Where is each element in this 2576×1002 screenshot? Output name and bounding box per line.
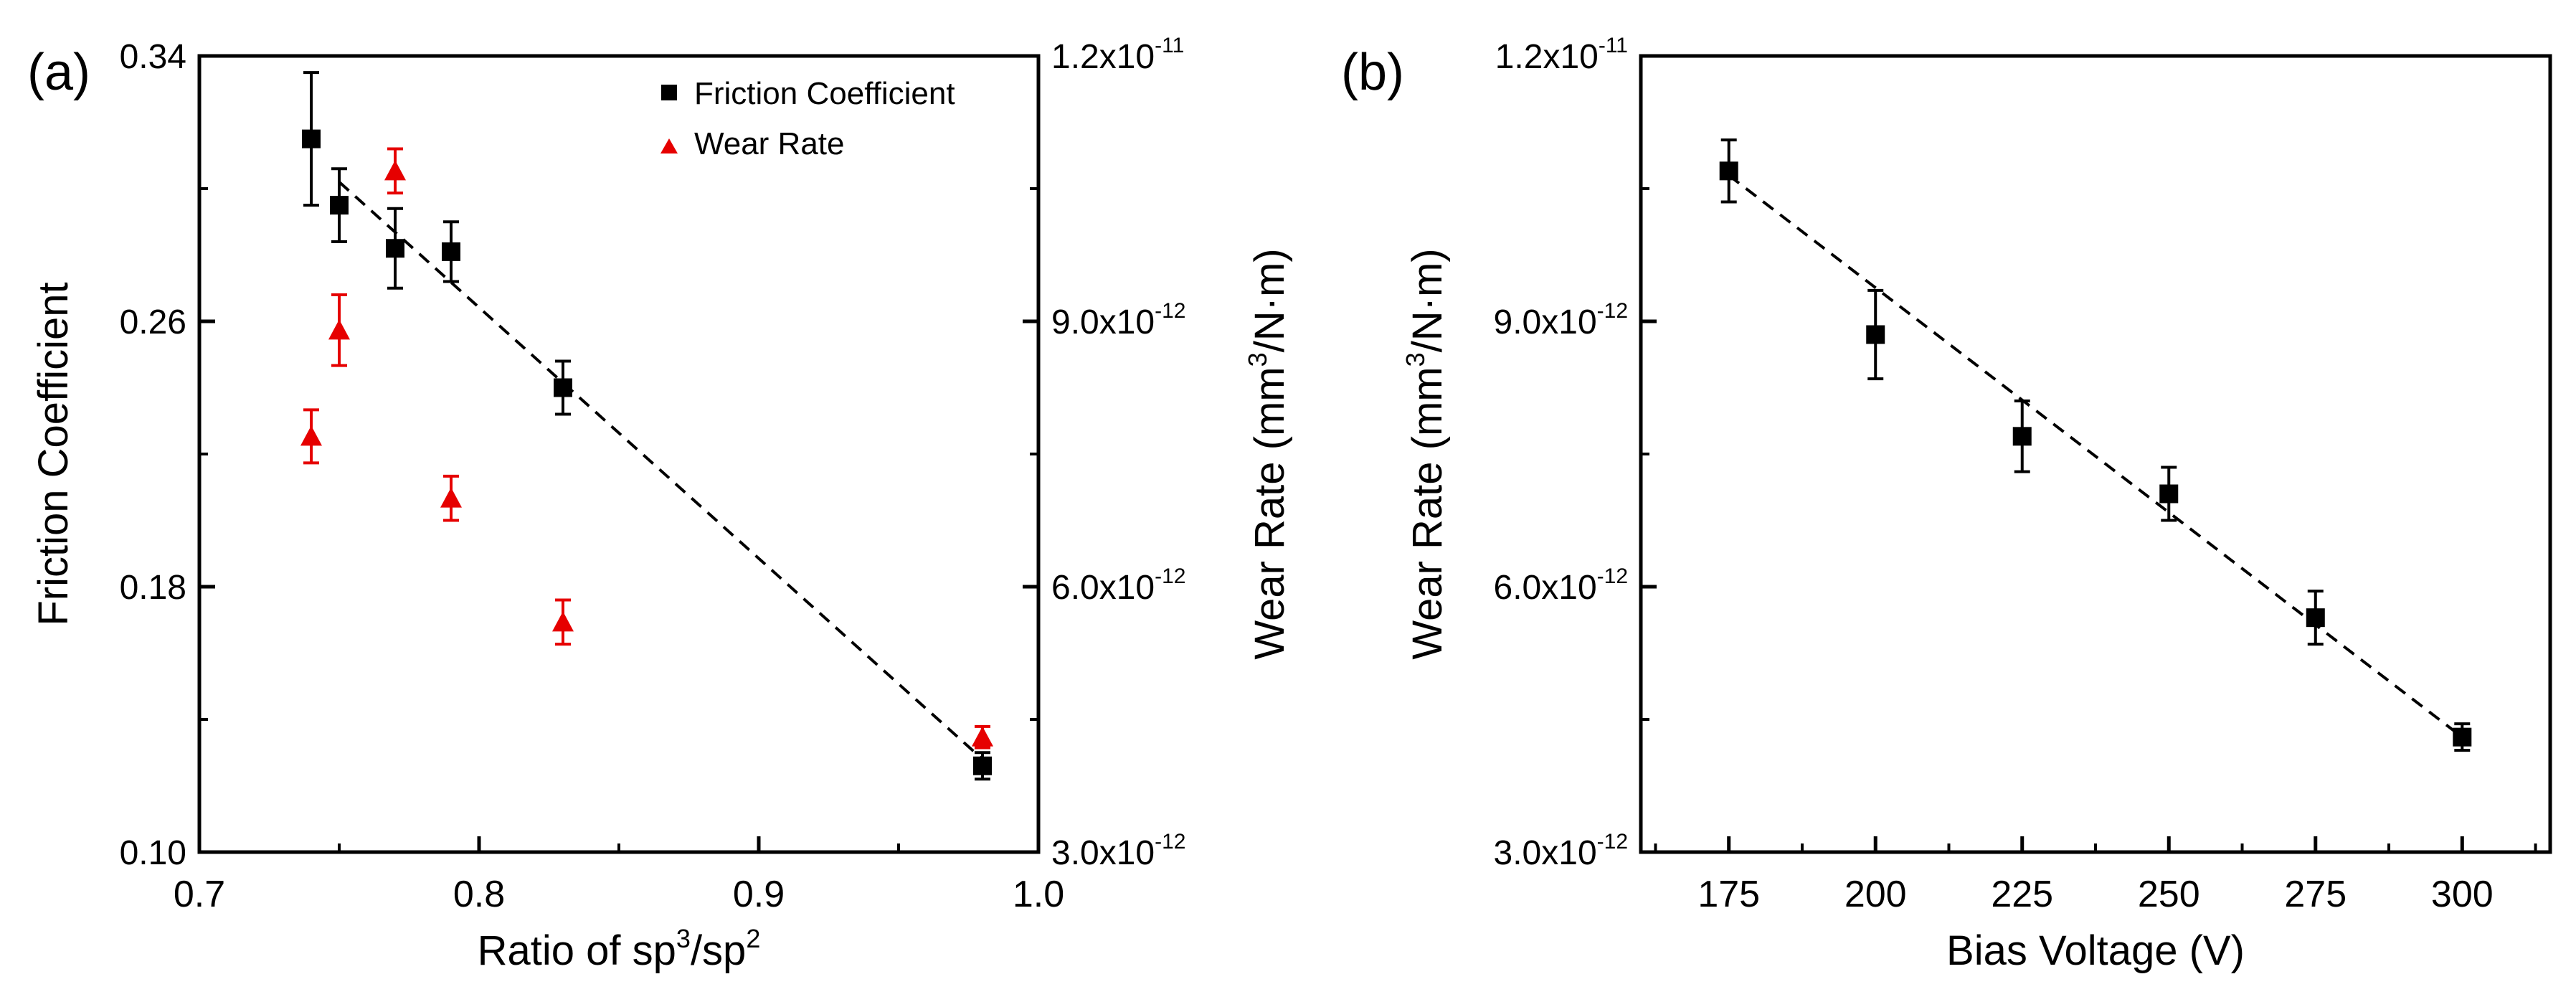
y-right-tick-label: 9.0x10-12 — [1051, 299, 1185, 341]
x-tick-label: 175 — [1697, 874, 1760, 915]
y-tick-label: 6.0x10-12 — [1494, 564, 1628, 607]
y-left-tick-label: 0.34 — [120, 38, 186, 76]
panel-a-left-y-axis-label: Friction Coefficient — [30, 282, 77, 625]
wear-point — [972, 726, 993, 747]
x-tick-label: 225 — [1991, 874, 2053, 915]
y-left-tick-label: 0.26 — [120, 303, 186, 341]
legend-square-marker — [661, 85, 677, 100]
y-right-tick-label: 1.2x10-11 — [1051, 34, 1184, 76]
x-tick-label: 300 — [2431, 874, 2494, 915]
y-left-tick-label: 0.10 — [120, 834, 186, 872]
panel-a-fit — [338, 181, 984, 760]
panel-b-ticks: 175 200 225 250 275 300 3.0x10-12 6.0x10-12 9.0x… — [1494, 34, 2537, 915]
y-tick-label: 3.0x10-12 — [1494, 830, 1628, 872]
panel-a-label: (a) — [27, 44, 90, 101]
panel-b-x-axis-label: Bias Voltage (V) — [1946, 927, 2245, 974]
y-right-tick-label: 3.0x10-12 — [1051, 830, 1185, 872]
wear-point — [2453, 727, 2472, 747]
panel-a-legend: Friction Coefficient Wear Rate — [660, 76, 955, 161]
panel-b-fit — [1728, 174, 2463, 739]
friction-point — [973, 756, 992, 775]
friction-point — [330, 196, 349, 215]
friction-point — [442, 242, 460, 261]
x-tick-label: 1.0 — [1013, 874, 1064, 915]
x-tick-label: 200 — [1845, 874, 1907, 915]
panel-a-right-y-axis-label: Wear Rate (mm3/N·m) — [1243, 248, 1293, 659]
x-tick-label: 0.9 — [733, 874, 785, 915]
wear-point — [384, 160, 406, 181]
wear-point — [328, 319, 350, 340]
friction-point — [386, 239, 404, 258]
y-tick-label: 1.2x10-11 — [1495, 34, 1628, 76]
wear-point — [1719, 161, 1738, 181]
wear-point — [2159, 484, 2179, 504]
panel-a: (a) 0.7 0.8 0.9 1.0 0.10 0.18 0.26 0.34 3.0x10-1… — [27, 34, 1293, 974]
x-tick-label: 0.7 — [174, 874, 225, 915]
x-tick-label: 250 — [2138, 874, 2200, 915]
legend-triangle-marker — [660, 138, 678, 153]
panel-b-y-axis-label: Wear Rate (mm3/N·m) — [1401, 248, 1451, 659]
wear-point — [552, 611, 574, 632]
y-tick-label: 9.0x10-12 — [1494, 299, 1628, 341]
friction-point — [302, 129, 321, 148]
wear-point — [2306, 608, 2325, 628]
fit-line — [1728, 174, 2463, 739]
x-tick-label: 275 — [2284, 874, 2347, 915]
legend-wear-label: Wear Rate — [694, 126, 845, 161]
fit-line — [338, 181, 984, 760]
panel-a-x-axis-label: Ratio of sp3/sp2 — [478, 924, 761, 974]
wear-point — [2012, 427, 2032, 446]
panel-b-marks — [1719, 138, 2472, 752]
panel-b-label: (b) — [1341, 44, 1404, 101]
panel-a-plot-frame — [197, 54, 1041, 854]
wear-point — [300, 425, 322, 446]
panel-a-ticks: 0.7 0.8 0.9 1.0 0.10 0.18 0.26 0.34 3.0x10-12 6.0… — [120, 34, 1186, 915]
panel-b-plot-frame — [1639, 54, 2552, 854]
friction-point — [554, 378, 572, 397]
wear-point — [1866, 325, 1885, 344]
panel-a-marks — [300, 71, 993, 781]
panel-b: (b) 175 200 225 250 275 300 3.0x10-12 6.0x10-12… — [1341, 34, 2552, 974]
y-left-tick-label: 0.18 — [120, 569, 186, 607]
x-tick-label: 0.8 — [453, 874, 505, 915]
y-right-tick-label: 6.0x10-12 — [1051, 564, 1185, 607]
wear-point — [440, 487, 462, 508]
legend-friction-label: Friction Coefficient — [694, 76, 955, 111]
